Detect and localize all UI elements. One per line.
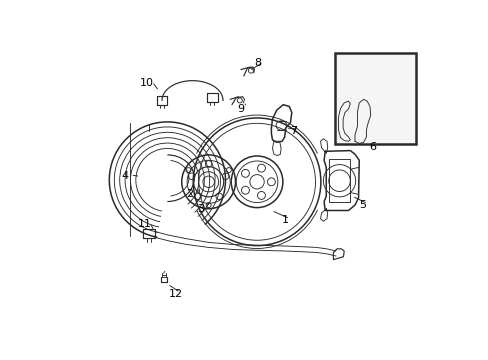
- Text: 7: 7: [290, 126, 297, 135]
- Text: 2: 2: [186, 189, 193, 199]
- Text: 9: 9: [237, 104, 244, 114]
- Text: 3: 3: [197, 204, 204, 215]
- FancyBboxPatch shape: [334, 53, 415, 144]
- Text: 6: 6: [368, 142, 376, 152]
- Text: 11: 11: [138, 219, 151, 229]
- Text: 10: 10: [140, 78, 154, 88]
- Text: 1: 1: [281, 215, 288, 225]
- Text: 8: 8: [254, 58, 261, 68]
- Text: 5: 5: [359, 200, 366, 210]
- Text: 12: 12: [168, 289, 183, 299]
- Text: 4: 4: [122, 171, 129, 181]
